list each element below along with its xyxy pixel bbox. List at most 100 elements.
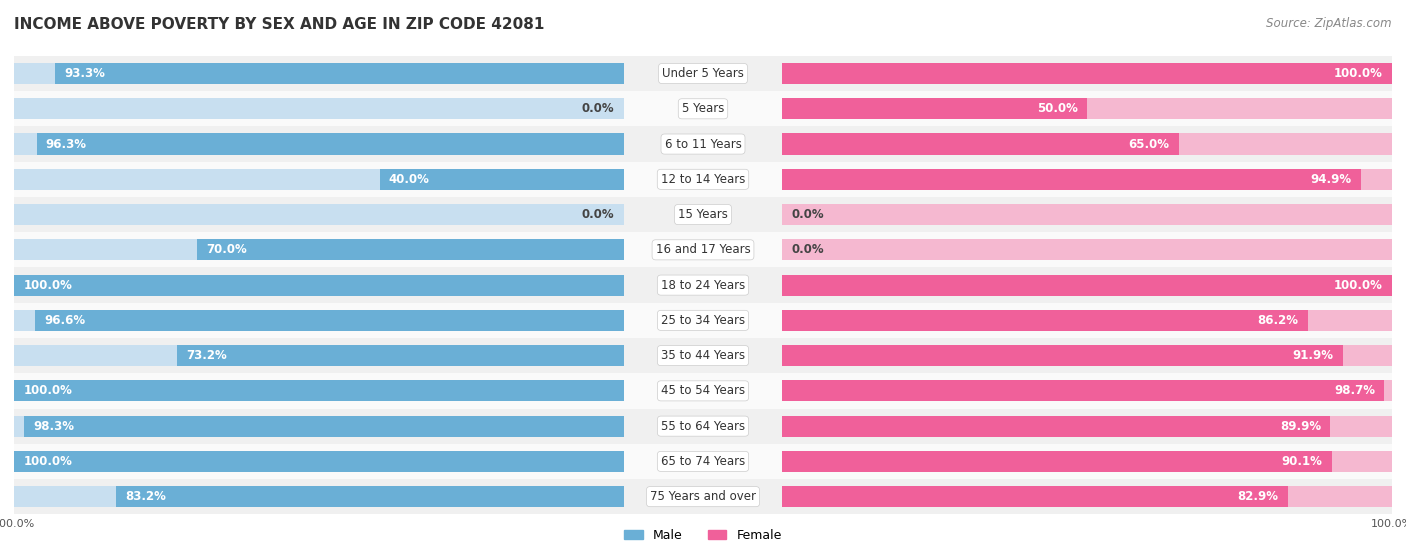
- Text: 75 Years and over: 75 Years and over: [650, 490, 756, 503]
- Text: 0.0%: 0.0%: [582, 102, 614, 115]
- Bar: [177, 345, 623, 366]
- Text: 100.0%: 100.0%: [24, 385, 72, 397]
- Bar: [37, 134, 623, 155]
- Bar: [783, 345, 1392, 366]
- Text: 0.0%: 0.0%: [792, 243, 824, 257]
- Text: Under 5 Years: Under 5 Years: [662, 67, 744, 80]
- Text: 5 Years: 5 Years: [682, 102, 724, 115]
- Bar: [783, 197, 1392, 232]
- Text: 35 to 44 Years: 35 to 44 Years: [661, 349, 745, 362]
- Bar: [783, 486, 1288, 507]
- Bar: [14, 380, 623, 401]
- Text: 6 to 11 Years: 6 to 11 Years: [665, 138, 741, 150]
- Bar: [14, 338, 623, 373]
- Bar: [783, 409, 1392, 444]
- Bar: [783, 91, 1392, 126]
- Text: Source: ZipAtlas.com: Source: ZipAtlas.com: [1267, 17, 1392, 30]
- Bar: [783, 239, 1392, 260]
- Bar: [14, 63, 623, 84]
- Bar: [783, 134, 1392, 155]
- Bar: [783, 380, 1392, 401]
- Text: 73.2%: 73.2%: [187, 349, 228, 362]
- Text: 65 to 74 Years: 65 to 74 Years: [661, 455, 745, 468]
- Bar: [14, 373, 623, 409]
- Bar: [783, 486, 1392, 507]
- Text: 45 to 54 Years: 45 to 54 Years: [661, 385, 745, 397]
- Text: 55 to 64 Years: 55 to 64 Years: [661, 420, 745, 433]
- Bar: [783, 169, 1361, 190]
- Text: 25 to 34 Years: 25 to 34 Years: [661, 314, 745, 327]
- Bar: [783, 380, 1384, 401]
- Text: 12 to 14 Years: 12 to 14 Years: [661, 173, 745, 186]
- Bar: [783, 415, 1392, 437]
- Bar: [783, 169, 1392, 190]
- Bar: [783, 479, 1392, 514]
- Bar: [783, 98, 1087, 120]
- Bar: [14, 380, 623, 401]
- Bar: [14, 409, 623, 444]
- Text: INCOME ABOVE POVERTY BY SEX AND AGE IN ZIP CODE 42081: INCOME ABOVE POVERTY BY SEX AND AGE IN Z…: [14, 17, 544, 32]
- Bar: [24, 415, 623, 437]
- Bar: [14, 126, 623, 162]
- Bar: [14, 345, 623, 366]
- Text: 0.0%: 0.0%: [582, 208, 614, 221]
- Bar: [783, 303, 1392, 338]
- Bar: [783, 310, 1392, 331]
- Text: 94.9%: 94.9%: [1310, 173, 1351, 186]
- Bar: [783, 126, 1392, 162]
- Bar: [623, 267, 783, 303]
- Bar: [783, 274, 1392, 296]
- Text: 70.0%: 70.0%: [207, 243, 247, 257]
- Text: 65.0%: 65.0%: [1129, 138, 1170, 150]
- Text: 98.3%: 98.3%: [34, 420, 75, 433]
- Bar: [783, 63, 1392, 84]
- Text: 100.0%: 100.0%: [24, 278, 72, 292]
- Text: 93.3%: 93.3%: [65, 67, 105, 80]
- Bar: [783, 63, 1392, 84]
- Text: 89.9%: 89.9%: [1279, 420, 1322, 433]
- Bar: [55, 63, 623, 84]
- Text: 91.9%: 91.9%: [1292, 349, 1333, 362]
- Bar: [783, 373, 1392, 409]
- Bar: [14, 197, 623, 232]
- Bar: [14, 134, 623, 155]
- Bar: [14, 162, 623, 197]
- Bar: [14, 239, 623, 260]
- Text: 100.0%: 100.0%: [1334, 278, 1382, 292]
- Bar: [14, 303, 623, 338]
- Bar: [14, 267, 623, 303]
- Bar: [14, 444, 623, 479]
- Bar: [623, 444, 783, 479]
- Bar: [783, 274, 1392, 296]
- Bar: [783, 310, 1308, 331]
- Text: 50.0%: 50.0%: [1038, 102, 1078, 115]
- Bar: [783, 345, 1343, 366]
- Text: 100.0%: 100.0%: [24, 455, 72, 468]
- Bar: [14, 451, 623, 472]
- Bar: [623, 232, 783, 267]
- Bar: [14, 274, 623, 296]
- Bar: [14, 310, 623, 331]
- Bar: [14, 56, 623, 91]
- Bar: [14, 486, 623, 507]
- Bar: [623, 56, 783, 91]
- Bar: [623, 479, 783, 514]
- Bar: [380, 169, 623, 190]
- Bar: [623, 126, 783, 162]
- Bar: [783, 204, 1392, 225]
- Bar: [623, 197, 783, 232]
- Bar: [783, 232, 1392, 267]
- Bar: [783, 415, 1330, 437]
- Text: 90.1%: 90.1%: [1282, 455, 1323, 468]
- Bar: [783, 451, 1331, 472]
- Legend: Male, Female: Male, Female: [619, 524, 787, 547]
- Bar: [14, 232, 623, 267]
- Bar: [14, 204, 623, 225]
- Bar: [14, 479, 623, 514]
- Text: 96.3%: 96.3%: [46, 138, 87, 150]
- Bar: [14, 274, 623, 296]
- Bar: [14, 98, 623, 120]
- Bar: [14, 415, 623, 437]
- Bar: [623, 91, 783, 126]
- Text: 98.7%: 98.7%: [1334, 385, 1375, 397]
